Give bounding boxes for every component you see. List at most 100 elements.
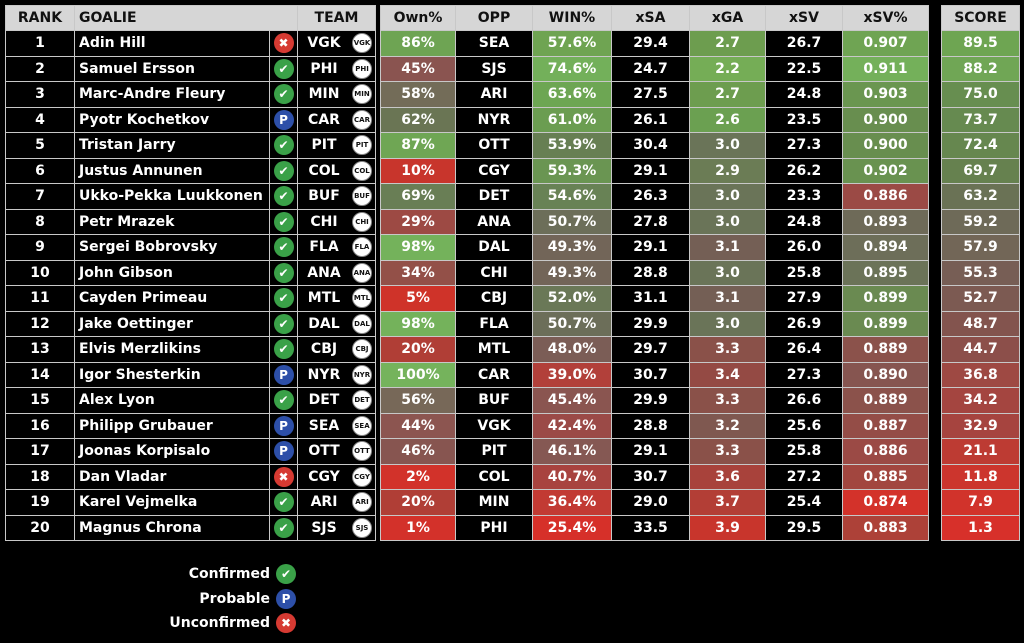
- opp-cell: PIT: [455, 438, 533, 465]
- goalie-name-cell[interactable]: Cayden Primeau: [74, 285, 270, 312]
- goalie-name-cell[interactable]: John Gibson: [74, 259, 270, 286]
- table-row[interactable]: 2 Samuel Ersson ✔ PHI PHI 45% SJS 74.6% 24.7 2.2 2…: [5, 55, 929, 82]
- xsa-cell: 29.7: [611, 336, 690, 363]
- goalie-name-cell[interactable]: Magnus Chrona: [74, 514, 270, 541]
- score-cell: 75.0: [941, 81, 1020, 108]
- fla-logo-icon: FLA: [352, 237, 372, 257]
- table-row[interactable]: 3 Marc-Andre Fleury ✔ MIN MIN 58% ARI 63.6% 27.5…: [5, 81, 929, 108]
- confirmed-status-icon: ✔: [273, 135, 294, 156]
- xsa-cell: 29.1: [611, 157, 690, 184]
- goalie-name-cell[interactable]: Sergei Bobrovsky: [74, 234, 270, 261]
- table-row[interactable]: 19 Karel Vejmelka ✔ ARI ARI 20% MIN 36.4% 29.0 3.…: [5, 489, 929, 516]
- score-row: 32.9: [941, 412, 1020, 439]
- score-cell: 36.8: [941, 361, 1020, 388]
- xsv-cell: 29.5: [765, 514, 843, 541]
- table-row[interactable]: 8 Petr Mrazek ✔ CHI CHI 29% ANA 50.7% 27.8 3.0 24.…: [5, 208, 929, 235]
- own-cell: 44%: [380, 412, 456, 439]
- status-cell: ✔: [269, 132, 298, 159]
- table-row[interactable]: 16 Philipp Grubauer P SEA SEA 44% VGK 42.4% 28.8…: [5, 412, 929, 439]
- own-cell: 86%: [380, 30, 456, 57]
- goalie-name-cell[interactable]: Elvis Merzlikins: [74, 336, 270, 363]
- xsa-cell: 33.5: [611, 514, 690, 541]
- table-row[interactable]: 11 Cayden Primeau ✔ MTL MTL 5% CBJ 52.0% 31.1 3.1…: [5, 285, 929, 312]
- table-row[interactable]: 17 Joonas Korpisalo P OTT OTT 46% PIT 46.1% 29.1…: [5, 438, 929, 465]
- col-header-xsv[interactable]: xSV: [765, 5, 843, 31]
- xga-cell: 3.9: [689, 514, 766, 541]
- col-header-rank[interactable]: RANK: [5, 5, 75, 31]
- header-row: RANK GOALIE TEAM Own% OPP WIN% xSA xGA x…: [5, 5, 929, 31]
- opp-cell: CAR: [455, 361, 533, 388]
- ana-logo-icon: ANA: [352, 262, 372, 283]
- xga-cell: 3.7: [689, 489, 766, 516]
- col-header-xsvp[interactable]: xSV%: [842, 5, 929, 31]
- xga-cell: 3.3: [689, 387, 766, 414]
- col-header-win[interactable]: WIN%: [532, 5, 612, 31]
- xga-cell: 3.0: [689, 132, 766, 159]
- goalie-name-cell[interactable]: Joonas Korpisalo: [74, 438, 270, 465]
- xsv-cell: 23.5: [765, 106, 843, 133]
- goalie-name-cell[interactable]: Petr Mrazek: [74, 208, 270, 235]
- table-row[interactable]: 7 Ukko-Pekka Luukkonen ✔ BUF BUF 69% DET 54.6% 2…: [5, 183, 929, 210]
- col-header-opp[interactable]: OPP: [455, 5, 533, 31]
- goalie-name-cell[interactable]: Justus Annunen: [74, 157, 270, 184]
- team-cell: BUF BUF: [297, 183, 376, 210]
- xsvp-cell: 0.900: [842, 132, 929, 159]
- column-gap: [375, 260, 381, 286]
- table-row[interactable]: 10 John Gibson ✔ ANA ANA 34% CHI 49.3% 28.8 3.0 25…: [5, 259, 929, 286]
- car-logo-icon: CAR: [352, 109, 372, 130]
- table-row[interactable]: 15 Alex Lyon ✔ DET DET 56% BUF 45.4% 29.9 3.3 26.6…: [5, 387, 929, 414]
- team-cell: CAR CAR: [297, 106, 376, 133]
- score-row: 7.9: [941, 489, 1020, 516]
- team-abbr: VGK: [307, 35, 341, 52]
- legend-label: Confirmed: [188, 566, 270, 583]
- goalie-name-cell[interactable]: Dan Vladar: [74, 463, 270, 490]
- goalie-name-cell[interactable]: Ukko-Pekka Luukkonen: [74, 183, 270, 210]
- table-row[interactable]: 14 Igor Shesterkin P NYR NYR 100% CAR 39.0% 30.7…: [5, 361, 929, 388]
- xga-cell: 3.0: [689, 208, 766, 235]
- goalie-name-cell[interactable]: Jake Oettinger: [74, 310, 270, 337]
- xga-cell: 3.4: [689, 361, 766, 388]
- table-row[interactable]: 5 Tristan Jarry ✔ PIT PIT 87% OTT 53.9% 30.4 3.0 2…: [5, 132, 929, 159]
- table-row[interactable]: 18 Dan Vladar ✖ CGY CGY 2% COL 40.7% 30.7 3.6 27.2…: [5, 463, 929, 490]
- goalie-name-cell[interactable]: Igor Shesterkin: [74, 361, 270, 388]
- col-header-own[interactable]: Own%: [380, 5, 456, 31]
- goalie-name-cell[interactable]: Marc-Andre Fleury: [74, 81, 270, 108]
- win-cell: 52.0%: [532, 285, 612, 312]
- xsa-cell: 28.8: [611, 412, 690, 439]
- rank-cell: 1: [5, 30, 75, 57]
- goalie-name-cell[interactable]: Alex Lyon: [74, 387, 270, 414]
- xsvp-cell: 0.885: [842, 463, 929, 490]
- goalie-name-cell[interactable]: Pyotr Kochetkov: [74, 106, 270, 133]
- table-row[interactable]: 20 Magnus Chrona ✔ SJS SJS 1% PHI 25.4% 33.5 3.9 2…: [5, 514, 929, 541]
- table-row[interactable]: 1 Adin Hill ✖ VGK VGK 86% SEA 57.6% 29.4 2.7 26.7 0…: [5, 30, 929, 57]
- goalie-name-cell[interactable]: Karel Vejmelka: [74, 489, 270, 516]
- goalie-name-cell[interactable]: Philipp Grubauer: [74, 412, 270, 439]
- score-row: 88.2: [941, 55, 1020, 82]
- table-row[interactable]: 6 Justus Annunen ✔ COL COL 10% CGY 59.3% 29.1 2.9…: [5, 157, 929, 184]
- probable-status-icon: P: [273, 364, 294, 385]
- team-abbr: FLA: [309, 239, 339, 256]
- col-header-team[interactable]: TEAM: [297, 5, 376, 31]
- confirmed-status-icon: ✔: [273, 58, 294, 79]
- win-cell: 45.4%: [532, 387, 612, 414]
- goalie-name-cell[interactable]: Tristan Jarry: [74, 132, 270, 159]
- table-row[interactable]: 13 Elvis Merzlikins ✔ CBJ CBJ 20% MTL 48.0% 29.7…: [5, 336, 929, 363]
- col-header-score[interactable]: SCORE: [941, 5, 1020, 31]
- goalie-name-cell[interactable]: Samuel Ersson: [74, 55, 270, 82]
- col-header-xsa[interactable]: xSA: [611, 5, 690, 31]
- xga-cell: 3.1: [689, 285, 766, 312]
- status-cell: P: [269, 412, 298, 439]
- team-cell: NYR NYR: [297, 361, 376, 388]
- table-row[interactable]: 4 Pyotr Kochetkov P CAR CAR 62% NYR 61.0% 26.1 2.…: [5, 106, 929, 133]
- team-abbr: CGY: [308, 468, 340, 485]
- table-row[interactable]: 9 Sergei Bobrovsky ✔ FLA FLA 98% DAL 49.3% 29.1 3…: [5, 234, 929, 261]
- xga-cell: 3.0: [689, 259, 766, 286]
- table-row[interactable]: 12 Jake Oettinger ✔ DAL DAL 98% FLA 50.7% 29.9 3.…: [5, 310, 929, 337]
- goalie-name-cell[interactable]: Adin Hill: [74, 30, 270, 57]
- opp-cell: SJS: [455, 55, 533, 82]
- score-row: 89.5: [941, 30, 1020, 57]
- status-cell: ✔: [269, 514, 298, 541]
- col-header-goalie[interactable]: GOALIE: [74, 5, 298, 31]
- col-header-xga[interactable]: xGA: [689, 5, 766, 31]
- xsa-cell: 29.9: [611, 387, 690, 414]
